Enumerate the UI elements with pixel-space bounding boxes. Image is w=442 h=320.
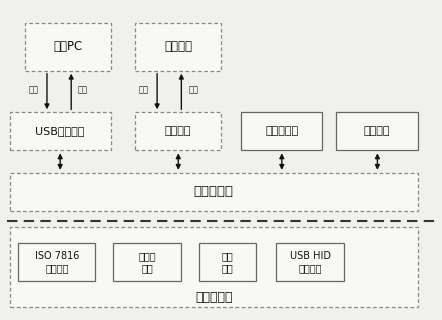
Text: 按键
驱动: 按键 驱动: [222, 251, 233, 273]
Bar: [18, 243, 95, 281]
Bar: [336, 112, 418, 150]
Bar: [199, 243, 256, 281]
Bar: [276, 243, 344, 281]
Text: 文件系统: 文件系统: [364, 126, 390, 136]
Text: 应答: 应答: [77, 85, 87, 94]
Bar: [10, 173, 418, 211]
Text: 应答: 应答: [139, 85, 149, 94]
Text: 命令解析器: 命令解析器: [265, 126, 298, 136]
Bar: [135, 112, 221, 150]
Bar: [241, 112, 322, 150]
Bar: [10, 112, 111, 150]
Text: 读写模块: 读写模块: [165, 126, 191, 136]
Text: 命令: 命令: [189, 85, 199, 94]
Text: 读写设备: 读写设备: [164, 40, 192, 53]
Text: USB HID
通信驱动: USB HID 通信驱动: [290, 251, 331, 273]
Text: ISO 7816
读写驱动: ISO 7816 读写驱动: [34, 251, 79, 273]
Text: 硬件驱动层: 硬件驱动层: [195, 291, 232, 303]
Text: 用户PC: 用户PC: [53, 40, 83, 53]
Bar: [10, 227, 418, 307]
Bar: [25, 23, 111, 71]
Bar: [135, 23, 221, 71]
Text: 液晶屏
驱动: 液晶屏 驱动: [138, 251, 156, 273]
Text: 安全管理器: 安全管理器: [194, 185, 234, 198]
Text: USB通信模块: USB通信模块: [35, 126, 85, 136]
Text: 命令: 命令: [29, 85, 39, 94]
Bar: [113, 243, 181, 281]
